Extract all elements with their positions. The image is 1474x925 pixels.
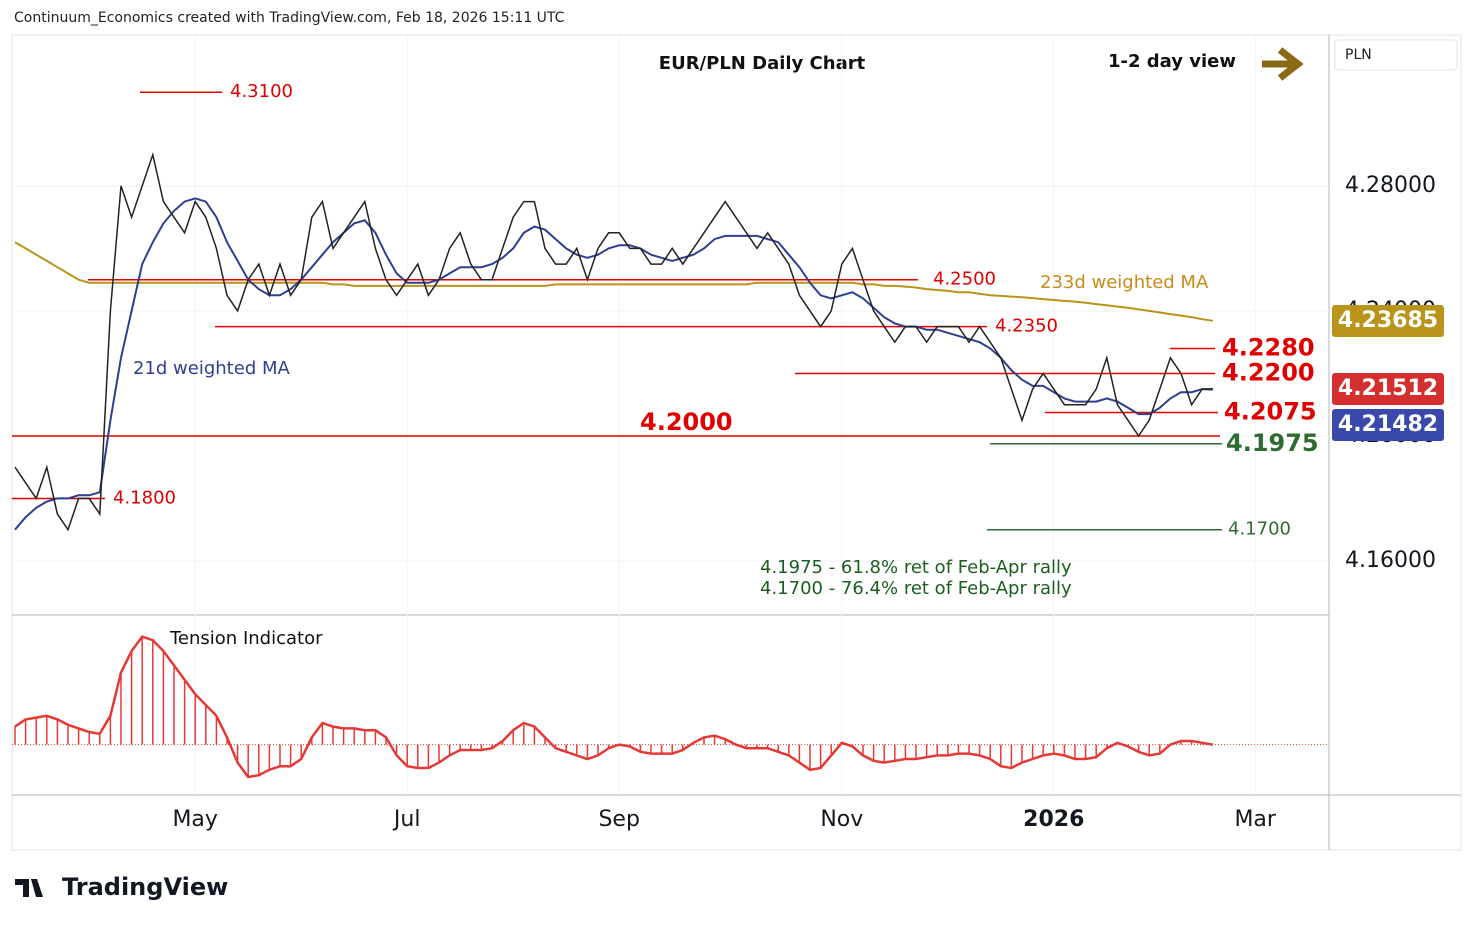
- x-tick-label: 2026: [1023, 807, 1084, 832]
- level-label: 4.3100: [230, 81, 293, 102]
- header: Continuum_Economics created with Trading…: [14, 10, 565, 26]
- annotation: 4.1700 - 76.4% ret of Feb-Apr rally: [760, 578, 1072, 599]
- price-badge-label: 4.21482: [1338, 412, 1438, 437]
- logo: TradingView: [15, 873, 228, 901]
- level-label: 4.2000: [640, 408, 733, 436]
- series-label: 233d weighted MA: [1040, 272, 1209, 293]
- level-label: 4.1700: [1228, 519, 1291, 540]
- x-tick-label: Sep: [598, 807, 639, 832]
- level-label: 4.2500: [933, 269, 996, 290]
- level-label: 4.2350: [995, 316, 1058, 337]
- ma-line: [14, 241, 1213, 322]
- price-line: [14, 151, 1213, 532]
- level-label: 4.1975: [1226, 429, 1319, 457]
- x-tick-label: Jul: [392, 807, 421, 832]
- indicator-line: [14, 635, 1214, 779]
- ma-line: [14, 197, 1213, 531]
- x-tick-label: May: [172, 807, 217, 832]
- level-label: 4.2075: [1224, 398, 1317, 426]
- logo-icon: [15, 879, 43, 897]
- chart-title: EUR/PLN Daily Chart: [659, 53, 866, 74]
- level-label: 4.2280: [1222, 333, 1315, 361]
- view-arrow: [1262, 47, 1304, 81]
- level-label: 4.2200: [1222, 358, 1315, 386]
- price-badge: [1332, 373, 1444, 405]
- currency-box: [1334, 39, 1458, 71]
- view-label: 1-2 day view: [1108, 51, 1236, 72]
- x-tick-label: Mar: [1234, 807, 1276, 832]
- annotation: 4.1975 - 61.8% ret of Feb-Apr rally: [760, 557, 1072, 578]
- y-tick-label: 4.16000: [1345, 548, 1436, 573]
- series-label: 21d weighted MA: [133, 358, 290, 379]
- x-tick-label: Nov: [820, 807, 863, 832]
- level-label: 4.1800: [113, 487, 176, 508]
- price-badge-label: 4.23685: [1338, 308, 1438, 333]
- y-tick-label: 4.28000: [1345, 173, 1436, 198]
- price-badge-label: 4.21512: [1338, 376, 1438, 401]
- frame: [11, 34, 1462, 851]
- currency: PLN: [1345, 47, 1372, 63]
- indicator-title: Tension Indicator: [169, 628, 323, 649]
- logo-text: TradingView: [62, 873, 228, 901]
- price-badge: [1332, 305, 1444, 337]
- price-badge: [1332, 409, 1444, 441]
